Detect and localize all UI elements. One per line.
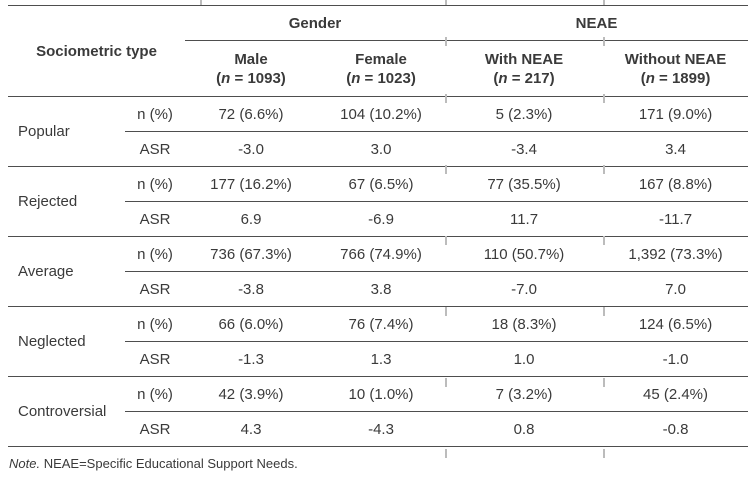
cell-value: 7.0 <box>603 271 749 307</box>
group-header-gender: Gender <box>185 5 446 41</box>
table-row: Average n (%) 736 (67.3%) 766 (74.9%) 11… <box>8 236 749 307</box>
stat-label-asr: ASR <box>125 341 185 377</box>
table-row: ASR -3.8 3.8 -7.0 7.0 <box>8 271 749 307</box>
sociometric-type-controversial: Controversial <box>8 376 125 447</box>
table-row: Controversial n (%) 42 (3.9%) 10 (1.0%) … <box>8 376 749 447</box>
cell-value: 1,392 (73.3%) <box>603 236 749 272</box>
table-row: ASR 4.3 -4.3 0.8 -0.8 <box>8 411 749 447</box>
cell-value: 110 (50.7%) <box>445 236 604 272</box>
sociometric-type-popular: Popular <box>8 96 125 167</box>
paper-table-page: Sociometric type Gender NEAE Male (n = 1… <box>8 0 749 471</box>
stat-label-n-pct: n (%) <box>125 236 185 272</box>
table-row: ASR -1.3 1.3 1.0 -1.0 <box>8 341 749 377</box>
cell-value: 6.9 <box>185 201 317 237</box>
corner-header-sociometric-type: Sociometric type <box>8 5 185 97</box>
cell-value: 1.3 <box>317 341 446 377</box>
stat-label-asr: ASR <box>125 201 185 237</box>
col-header-male: Male (n = 1093) <box>185 40 317 97</box>
cell-value: -3.0 <box>185 131 317 167</box>
stat-label-n-pct: n (%) <box>125 306 185 342</box>
cell-value: 104 (10.2%) <box>317 96 446 132</box>
cell-value: -1.0 <box>603 341 749 377</box>
cell-value: 124 (6.5%) <box>603 306 749 342</box>
stat-label-asr: ASR <box>125 271 185 307</box>
table-row: Neglected n (%) 66 (6.0%) 76 (7.4%) 18 (… <box>8 306 749 377</box>
cell-value: -7.0 <box>445 271 604 307</box>
cell-value: 167 (8.8%) <box>603 166 749 202</box>
cell-value: 177 (16.2%) <box>185 166 317 202</box>
stat-label-asr: ASR <box>125 131 185 167</box>
table-row: ASR 6.9 -6.9 11.7 -11.7 <box>8 201 749 237</box>
cell-value: 45 (2.4%) <box>603 376 749 412</box>
col-header-with-neae: With NEAE (n = 217) <box>445 40 604 97</box>
table-row: Rejected n (%) 177 (16.2%) 67 (6.5%) 77 … <box>8 166 749 237</box>
sociometric-type-neglected: Neglected <box>8 306 125 377</box>
cell-value: 76 (7.4%) <box>317 306 446 342</box>
cell-value: -3.8 <box>185 271 317 307</box>
note-prefix: Note. <box>9 456 41 471</box>
sociometric-type-rejected: Rejected <box>8 166 125 237</box>
table-row: Popular n (%) 72 (6.6%) 104 (10.2%) 5 (2… <box>8 96 749 167</box>
cell-value: 4.3 <box>185 411 317 447</box>
cell-value: 11.7 <box>445 201 604 237</box>
note-text: NEAE=Specific Educational Support Needs. <box>40 456 298 471</box>
cell-value: 3.0 <box>317 131 446 167</box>
cell-value: 66 (6.0%) <box>185 306 317 342</box>
cell-value: -6.9 <box>317 201 446 237</box>
cell-value: 1.0 <box>445 341 604 377</box>
group-header-neae: NEAE <box>445 5 749 41</box>
cell-value: -1.3 <box>185 341 317 377</box>
cell-value: -3.4 <box>445 131 604 167</box>
cell-value: 766 (74.9%) <box>317 236 446 272</box>
cell-value: 3.4 <box>603 131 749 167</box>
cell-value: 171 (9.0%) <box>603 96 749 132</box>
sociometric-type-average: Average <box>8 236 125 307</box>
stat-label-asr: ASR <box>125 411 185 447</box>
cell-value: 72 (6.6%) <box>185 96 317 132</box>
table-row: ASR -3.0 3.0 -3.4 3.4 <box>8 131 749 167</box>
cell-value: 736 (67.3%) <box>185 236 317 272</box>
col-header-without-neae: Without NEAE (n = 1899) <box>603 40 749 97</box>
stat-label-n-pct: n (%) <box>125 166 185 202</box>
cell-value: 67 (6.5%) <box>317 166 446 202</box>
cell-value: 7 (3.2%) <box>445 376 604 412</box>
stat-label-n-pct: n (%) <box>125 376 185 412</box>
stat-label-n-pct: n (%) <box>125 96 185 132</box>
cell-value: 18 (8.3%) <box>445 306 604 342</box>
cell-value: 42 (3.9%) <box>185 376 317 412</box>
cell-value: 3.8 <box>317 271 446 307</box>
cell-value: -11.7 <box>603 201 749 237</box>
cell-value: 77 (35.5%) <box>445 166 604 202</box>
cell-value: -4.3 <box>317 411 446 447</box>
cell-value: 5 (2.3%) <box>445 96 604 132</box>
table-note: Note. NEAE=Specific Educational Support … <box>8 456 748 471</box>
cell-value: 10 (1.0%) <box>317 376 446 412</box>
sociometric-table: Sociometric type Gender NEAE Male (n = 1… <box>8 5 749 447</box>
sociometric-table-wrap: Sociometric type Gender NEAE Male (n = 1… <box>8 0 749 458</box>
col-header-female: Female (n = 1023) <box>317 40 446 97</box>
cell-value: 0.8 <box>445 411 604 447</box>
cell-value: -0.8 <box>603 411 749 447</box>
